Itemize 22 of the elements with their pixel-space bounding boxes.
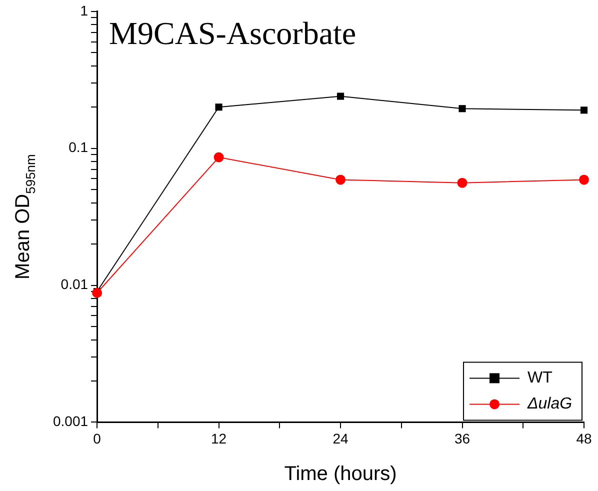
x-tick-label: 12 — [210, 430, 227, 446]
point — [579, 174, 589, 185]
point — [214, 152, 224, 162]
point — [457, 178, 468, 188]
x-axis-title: Time (hours) — [284, 463, 397, 486]
point — [336, 92, 344, 100]
x-tick-label: 0 — [93, 430, 102, 446]
point — [336, 174, 346, 185]
y-tick-label: 1 — [80, 2, 88, 18]
point — [580, 106, 588, 114]
y-tick-label: 0.1 — [68, 139, 88, 156]
y-axis-title: Mean OD595nm — [12, 154, 38, 280]
x-tick-label: 48 — [576, 430, 592, 446]
y-tick-label: 0.01 — [60, 276, 88, 292]
legend-label: ΔulaG — [526, 396, 572, 413]
chart-title: M9CAS-Ascorbate — [109, 14, 356, 51]
y-tick-label: 0.001 — [52, 413, 88, 430]
x-tick-label: 36 — [454, 430, 470, 446]
point — [458, 105, 466, 112]
point — [215, 104, 222, 111]
legend-label: WT — [528, 370, 553, 387]
x-tick-label: 24 — [332, 430, 349, 446]
